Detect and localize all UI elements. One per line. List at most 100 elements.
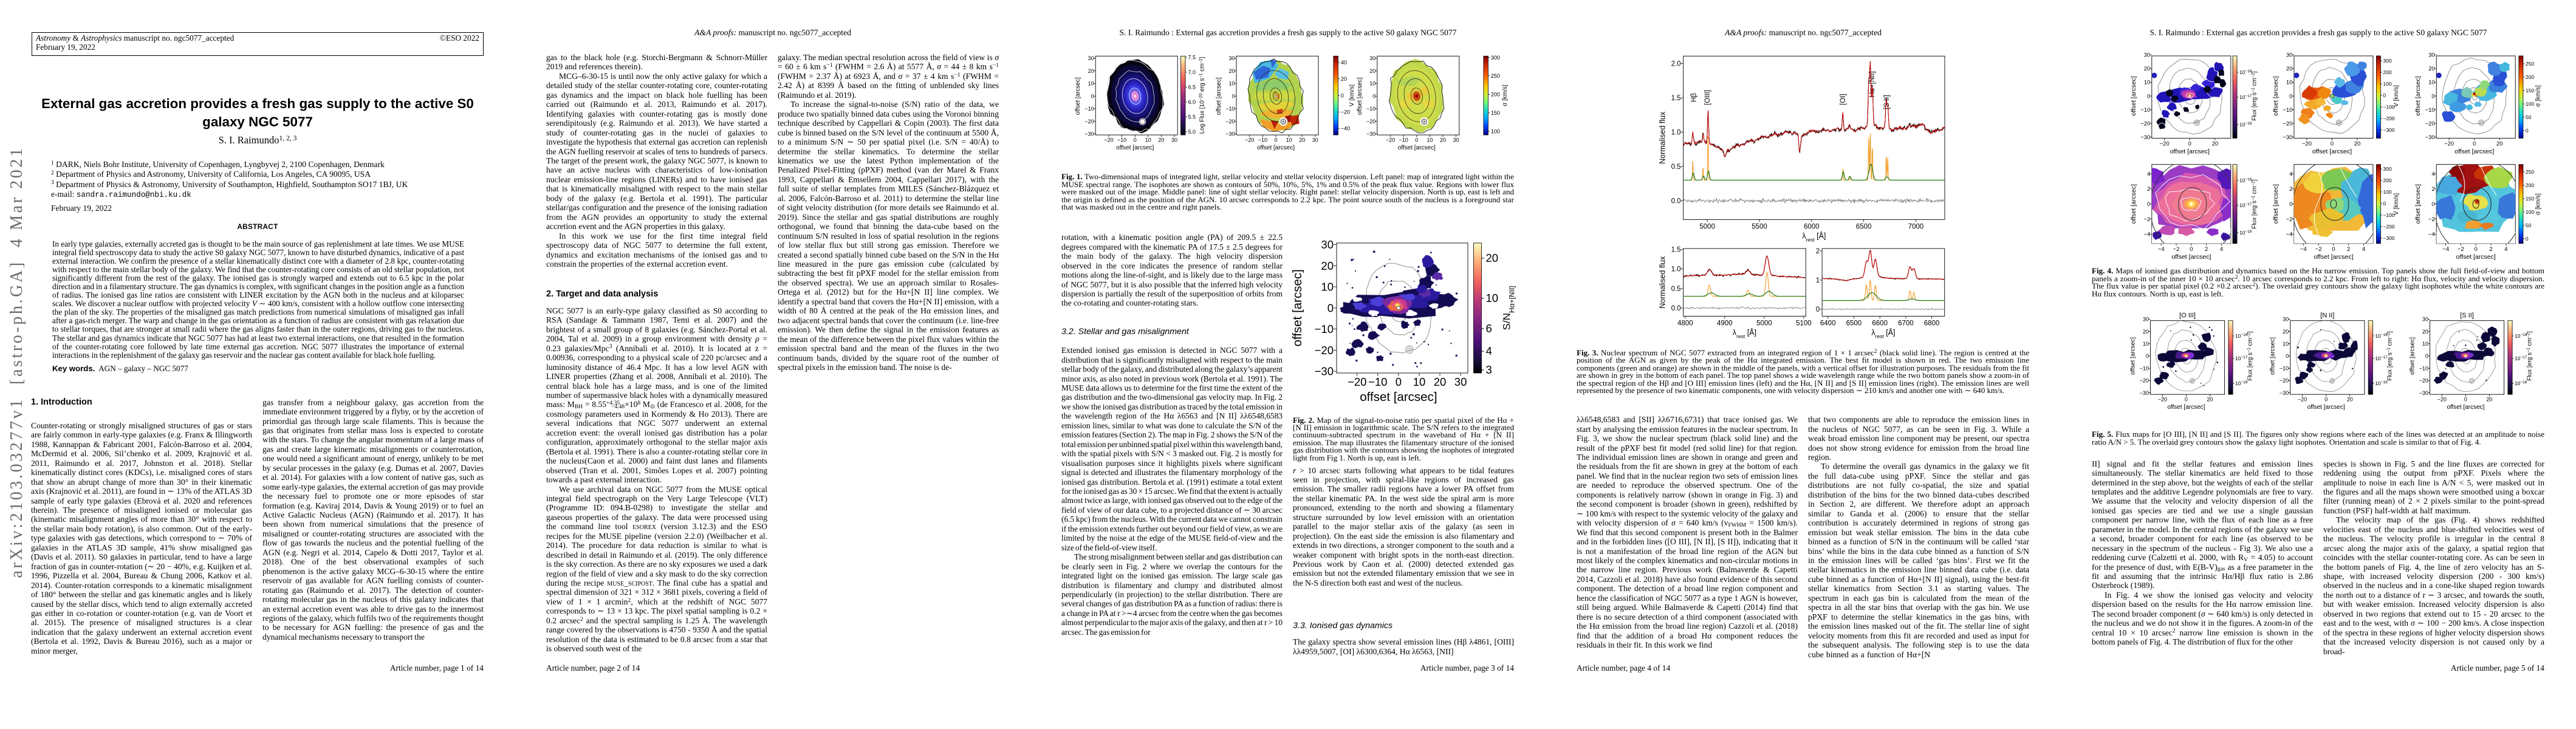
svg-text:7.5: 7.5 xyxy=(1188,55,1196,61)
svg-text:30: 30 xyxy=(2428,52,2435,59)
svg-text:4: 4 xyxy=(2504,246,2507,253)
svg-text:−4: −4 xyxy=(2442,246,2449,253)
svg-text:σ [km/s]: σ [km/s] xyxy=(2535,85,2541,107)
svg-text:2: 2 xyxy=(2205,246,2208,253)
svg-text:10−18: 10−18 xyxy=(2239,230,2252,236)
svg-text:−30: −30 xyxy=(2283,134,2292,141)
svg-text:λrest [Å]: λrest [Å] xyxy=(1802,231,1826,242)
svg-text:−20: −20 xyxy=(1341,109,1350,115)
svg-text:4: 4 xyxy=(2362,246,2365,253)
svg-text:30: 30 xyxy=(2283,317,2289,323)
svg-text:−20: −20 xyxy=(2140,121,2150,128)
svg-text:−30: −30 xyxy=(2425,134,2435,141)
svg-text:−10: −10 xyxy=(2280,365,2289,371)
svg-text:−30: −30 xyxy=(2280,390,2289,396)
svg-text:offset [arcsec]: offset [arcsec] xyxy=(2447,404,2484,411)
svg-text:0: 0 xyxy=(1396,375,1402,388)
svg-text:10−18: 10−18 xyxy=(2375,380,2388,387)
svg-text:200: 200 xyxy=(1491,92,1500,98)
svg-text:10: 10 xyxy=(1286,137,1292,143)
svg-text:6: 6 xyxy=(1486,322,1492,335)
svg-text:0: 0 xyxy=(2190,246,2193,253)
svg-text:−300: −300 xyxy=(2383,127,2394,133)
svg-text:0.5: 0.5 xyxy=(1671,286,1681,293)
svg-text:offset [arcsec]: offset [arcsec] xyxy=(2409,337,2416,375)
svg-text:2: 2 xyxy=(2489,246,2492,253)
svg-text:10−17: 10−17 xyxy=(2375,355,2388,362)
svg-text:−20: −20 xyxy=(2140,378,2149,384)
svg-text:2: 2 xyxy=(2289,186,2292,193)
svg-text:100: 100 xyxy=(2383,81,2391,87)
svg-text:offset [arcsec]: offset [arcsec] xyxy=(1290,269,1304,346)
svg-text:−10: −10 xyxy=(2419,365,2428,371)
svg-text:300: 300 xyxy=(1491,55,1500,61)
svg-text:Hβ: Hβ xyxy=(1691,93,1698,102)
svg-text:−10: −10 xyxy=(2140,365,2149,371)
svg-text:10−16: 10−16 xyxy=(2375,333,2388,340)
svg-text:Flux [erg s−1 cm−2]: Flux [erg s−1 cm−2] xyxy=(2251,179,2258,229)
svg-text:offset [arcsec]: offset [arcsec] xyxy=(2312,148,2352,156)
svg-text:−4: −4 xyxy=(2158,246,2165,253)
svg-text:0: 0 xyxy=(1134,137,1137,143)
svg-text:150: 150 xyxy=(2526,196,2534,202)
svg-text:6500: 6500 xyxy=(1856,223,1872,230)
svg-text:20: 20 xyxy=(1299,137,1305,143)
svg-text:10−17: 10−17 xyxy=(2239,94,2252,101)
svg-text:10: 10 xyxy=(1413,375,1426,388)
svg-text:1: 1 xyxy=(1816,277,1820,284)
svg-text:0: 0 xyxy=(2289,201,2292,208)
svg-text:6.5: 6.5 xyxy=(1188,84,1196,91)
svg-text:50: 50 xyxy=(2526,222,2532,228)
svg-text:−20: −20 xyxy=(1348,375,1366,388)
svg-text:0: 0 xyxy=(2526,128,2529,134)
svg-text:30: 30 xyxy=(2422,317,2428,323)
svg-text:20: 20 xyxy=(1341,76,1347,82)
svg-text:20: 20 xyxy=(2486,397,2492,403)
svg-text:0: 0 xyxy=(2526,236,2529,242)
svg-text:30: 30 xyxy=(1171,137,1177,143)
svg-text:20: 20 xyxy=(1158,137,1164,143)
svg-text:10−17: 10−17 xyxy=(2239,202,2252,209)
svg-text:4: 4 xyxy=(1486,344,1492,357)
svg-text:10−18: 10−18 xyxy=(2239,122,2252,128)
svg-text:−10: −10 xyxy=(1084,106,1094,112)
svg-text:300: 300 xyxy=(2383,166,2391,172)
svg-text:5.5: 5.5 xyxy=(1188,114,1196,120)
svg-text:30: 30 xyxy=(1312,137,1318,143)
svg-text:0: 0 xyxy=(1415,137,1418,143)
svg-text:200: 200 xyxy=(2526,74,2534,80)
svg-text:20: 20 xyxy=(2422,329,2428,335)
svg-text:−20: −20 xyxy=(2302,141,2312,148)
svg-text:offset [arcsec]: offset [arcsec] xyxy=(2272,76,2280,115)
svg-text:30: 30 xyxy=(1321,238,1334,251)
svg-text:−300: −300 xyxy=(2383,235,2394,241)
svg-text:offset [arcsec]: offset [arcsec] xyxy=(2167,404,2205,411)
svg-text:[OIII]: [OIII] xyxy=(1704,90,1711,105)
svg-text:offset [arcsec]: offset [arcsec] xyxy=(2171,253,2211,261)
svg-text:6600: 6600 xyxy=(1872,320,1888,327)
svg-text:10: 10 xyxy=(2283,341,2289,347)
svg-text:−100: −100 xyxy=(2383,104,2394,110)
svg-text:10−18: 10−18 xyxy=(2515,380,2527,387)
svg-text:250: 250 xyxy=(1491,73,1500,79)
svg-text:20: 20 xyxy=(1088,68,1094,74)
svg-text:20: 20 xyxy=(2354,141,2361,148)
svg-text:0: 0 xyxy=(1091,93,1094,99)
svg-text:offset [arcsec]: offset [arcsec] xyxy=(1075,77,1081,115)
svg-text:0.0: 0.0 xyxy=(1671,197,1681,205)
svg-text:Normalised flux: Normalised flux xyxy=(1659,111,1667,164)
svg-text:offset [arcsec]: offset [arcsec] xyxy=(2307,404,2345,411)
svg-text:10: 10 xyxy=(1427,137,1433,143)
svg-text:offset [arcsec]: offset [arcsec] xyxy=(2270,337,2276,375)
svg-text:10: 10 xyxy=(2143,341,2149,347)
svg-text:−20: −20 xyxy=(1245,137,1254,143)
svg-text:7000: 7000 xyxy=(1908,223,1924,230)
svg-text:300: 300 xyxy=(2383,58,2391,64)
svg-text:10−16: 10−16 xyxy=(2235,333,2248,340)
svg-text:4: 4 xyxy=(2220,246,2223,253)
svg-text:30: 30 xyxy=(2286,52,2293,59)
svg-text:σ [km/s]: σ [km/s] xyxy=(1502,84,1509,106)
svg-text:offset [arcsec]: offset [arcsec] xyxy=(2129,337,2136,375)
svg-text:−20: −20 xyxy=(2298,397,2307,403)
svg-text:2: 2 xyxy=(2431,186,2434,193)
